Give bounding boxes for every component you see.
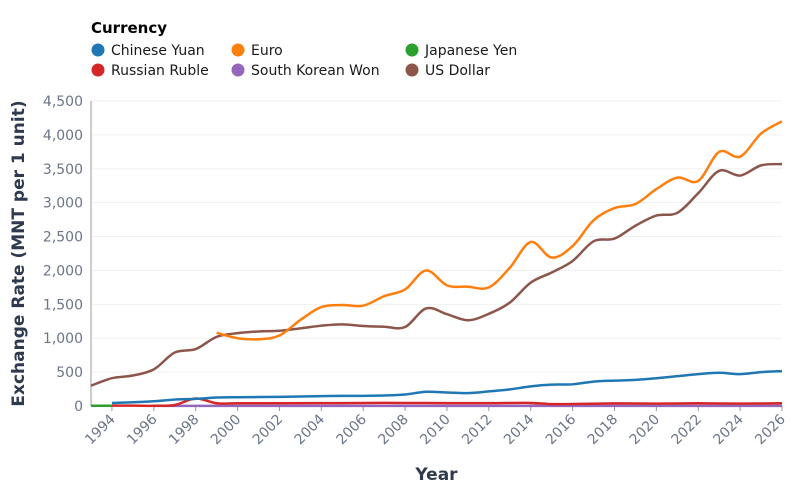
legend-marker bbox=[231, 63, 245, 77]
legend-label: Chinese Yuan bbox=[111, 43, 205, 59]
x-tick-label: 2002 bbox=[250, 412, 287, 449]
x-tick-label: 1994 bbox=[82, 411, 119, 448]
y-tick-label: 2,500 bbox=[43, 230, 83, 246]
legend-marker bbox=[91, 63, 105, 77]
legend-label: Japanese Yen bbox=[424, 43, 517, 59]
x-tick-label: 2022 bbox=[669, 412, 706, 449]
x-tick-label: 2018 bbox=[585, 412, 622, 449]
x-tick-label: 2000 bbox=[208, 412, 245, 449]
y-tick-label: 4,000 bbox=[43, 128, 83, 144]
x-tick-label: 2026 bbox=[752, 411, 789, 448]
legend-marker bbox=[91, 43, 105, 57]
series-line-chinese-yuan bbox=[111, 369, 783, 405]
x-tick-label: 1998 bbox=[166, 412, 203, 449]
legend-label: Russian Ruble bbox=[111, 63, 209, 79]
x-tick-label: 2010 bbox=[417, 412, 454, 449]
series-line-euro bbox=[216, 120, 783, 341]
y-tick-label: 1,500 bbox=[43, 297, 83, 313]
y-tick-label: 1,000 bbox=[43, 331, 83, 347]
series-line-russian-ruble bbox=[111, 397, 783, 408]
y-tick-label: 0 bbox=[74, 399, 83, 415]
legend-marker bbox=[405, 63, 419, 77]
x-tick-label: 2016 bbox=[543, 411, 580, 448]
legend-title: Currency bbox=[91, 19, 167, 37]
legend-marker bbox=[231, 43, 245, 57]
legend-label: Euro bbox=[251, 43, 283, 59]
legend-label: US Dollar bbox=[425, 63, 490, 79]
series-line-us-dollar bbox=[90, 162, 783, 387]
x-tick-label: 2024 bbox=[710, 411, 747, 448]
x-tick-label: 2012 bbox=[459, 412, 496, 449]
x-tick-label: 2020 bbox=[627, 412, 664, 449]
legend-label: South Korean Won bbox=[251, 63, 380, 79]
y-tick-label: 3,000 bbox=[43, 196, 83, 212]
y-axis-title: Exchange Rate (MNT per 1 unit) bbox=[9, 100, 29, 406]
x-axis-title: Year bbox=[414, 465, 458, 485]
x-tick-label: 2014 bbox=[501, 411, 538, 448]
x-tick-label: 2008 bbox=[375, 412, 412, 449]
x-tick-label: 2004 bbox=[292, 411, 329, 448]
x-tick-label: 1996 bbox=[124, 411, 161, 448]
y-tick-label: 4,500 bbox=[43, 94, 83, 110]
y-tick-label: 3,500 bbox=[43, 162, 83, 178]
legend-marker bbox=[405, 43, 419, 57]
y-tick-label: 2,000 bbox=[43, 263, 83, 279]
x-tick-label: 2006 bbox=[334, 411, 371, 448]
y-tick-label: 500 bbox=[56, 365, 83, 381]
